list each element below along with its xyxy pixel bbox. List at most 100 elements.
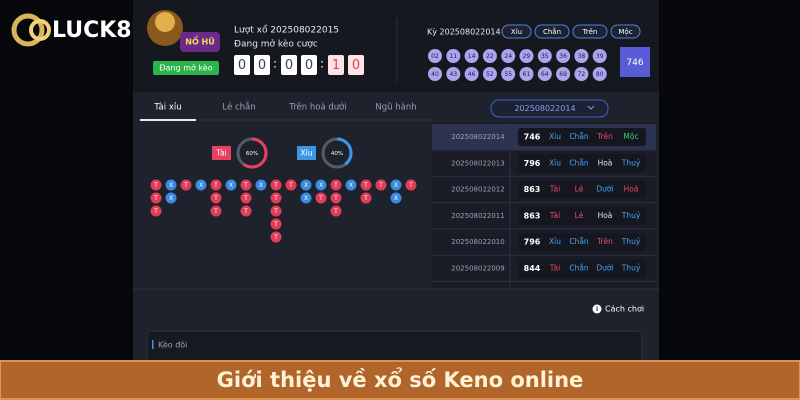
history-tag: Tài <box>549 211 560 220</box>
countdown-box <box>281 55 297 75</box>
ball <box>464 67 479 81</box>
history-tag: Dưới <box>596 264 613 273</box>
ball <box>556 49 571 63</box>
bead-letter: T <box>153 208 158 215</box>
bead-letter: T <box>243 208 248 215</box>
bead <box>150 179 162 191</box>
history-tag: Xỉu <box>549 158 561 167</box>
period-select-value[interactable]: 202508022014 <box>514 104 575 113</box>
bead-letter: T <box>273 234 278 241</box>
ball <box>574 49 589 63</box>
history-tag: Hoả <box>624 185 639 194</box>
stat-percent: 40% <box>331 151 343 157</box>
bead <box>210 179 222 191</box>
bead <box>375 179 387 191</box>
tab[interactable]: Tài xỉu <box>153 102 181 113</box>
ball-number: 43 <box>449 71 457 78</box>
bead <box>150 192 162 204</box>
help-icon-glyph[interactable]: i <box>596 306 598 313</box>
ball <box>556 67 571 81</box>
history-tag: Thuỷ <box>621 158 641 167</box>
jackpot-badge <box>180 32 220 52</box>
history-total: 796 <box>524 238 541 247</box>
bead-letter: T <box>243 195 248 202</box>
stat-ring <box>236 137 268 169</box>
ball-number: 38 <box>578 53 586 60</box>
bead-letter: X <box>169 182 173 189</box>
tab[interactable]: Lẻ chẵn <box>222 102 255 113</box>
input-cursor <box>152 340 154 349</box>
bead <box>315 179 327 191</box>
result-tag <box>501 24 532 39</box>
help-link[interactable]: Cách chơi <box>605 305 644 314</box>
countdown-digit: 0 <box>258 58 266 73</box>
bead-letter: T <box>363 182 368 189</box>
banner-border <box>0 360 800 400</box>
bead-letter: X <box>304 195 308 202</box>
countdown-digit: 0 <box>238 58 246 73</box>
bead <box>240 192 252 204</box>
history-period: 202508022013 <box>451 159 504 167</box>
history-tag: Hoà <box>598 211 613 220</box>
bead-letter: T <box>333 182 338 189</box>
bet-placeholder[interactable]: Kèo đôi <box>158 340 187 350</box>
bead-letter: T <box>153 195 158 202</box>
stat-label-box <box>212 146 231 160</box>
bet-input[interactable] <box>146 330 643 366</box>
total-value: 746 <box>626 58 643 68</box>
bead <box>165 192 177 204</box>
bead-letter: X <box>259 182 263 189</box>
stat-label: Xỉu <box>301 149 313 158</box>
help-icon[interactable] <box>592 304 602 314</box>
status-button-label[interactable]: Đang mở kèo <box>159 63 212 73</box>
ball <box>519 49 534 63</box>
ball <box>592 49 607 63</box>
countdown-digit: 0 <box>305 58 313 73</box>
bead-letter: T <box>153 182 158 189</box>
result-tag <box>610 24 641 39</box>
bead <box>300 192 312 204</box>
round-label: Lượt xổ 202508022015 <box>234 25 339 36</box>
history-tag: Trên <box>596 132 613 141</box>
ball <box>446 67 461 81</box>
period-select[interactable] <box>490 99 609 118</box>
period-label: Kỳ 202508022014 <box>427 28 501 37</box>
countdown-digit: 0 <box>285 58 293 73</box>
bead-letter: X <box>229 182 233 189</box>
history-tag: Lẻ <box>575 185 584 194</box>
countdown-separator: : <box>320 57 324 71</box>
status-button[interactable] <box>153 61 219 75</box>
history-tag: Xỉu <box>549 237 561 246</box>
bead <box>270 231 282 243</box>
bead-letter: T <box>213 208 218 215</box>
bead-letter: T <box>333 208 338 215</box>
total-box <box>620 47 650 77</box>
history-result-box <box>518 128 646 146</box>
ball-number: 29 <box>523 53 531 60</box>
result-tag <box>572 24 608 39</box>
bead <box>225 179 237 191</box>
bead-letter: X <box>304 182 308 189</box>
history-period: 202508022011 <box>451 212 504 220</box>
ball <box>592 67 607 81</box>
bead-letter: T <box>378 182 383 189</box>
ball-number: 24 <box>504 53 512 60</box>
bead <box>330 179 342 191</box>
countdown-digit: 1 <box>332 58 340 73</box>
tab[interactable]: Ngũ hành <box>375 103 416 113</box>
bead <box>240 205 252 217</box>
banner <box>0 360 800 400</box>
history-result-box <box>518 233 646 252</box>
ball <box>482 67 497 81</box>
ball-number: 61 <box>523 71 531 78</box>
tab[interactable]: Trên hoà dưới <box>288 102 346 113</box>
history-tag: Thuỷ <box>621 237 641 246</box>
history-total: 863 <box>524 185 541 194</box>
bead <box>330 205 342 217</box>
banner-title: Giới thiệu về xổ số Keno online <box>217 367 584 392</box>
history-result-box <box>518 180 646 199</box>
bead <box>360 179 372 191</box>
history-tag: Dưới <box>596 185 613 194</box>
bead-letter: T <box>288 182 293 189</box>
bead <box>270 218 282 230</box>
